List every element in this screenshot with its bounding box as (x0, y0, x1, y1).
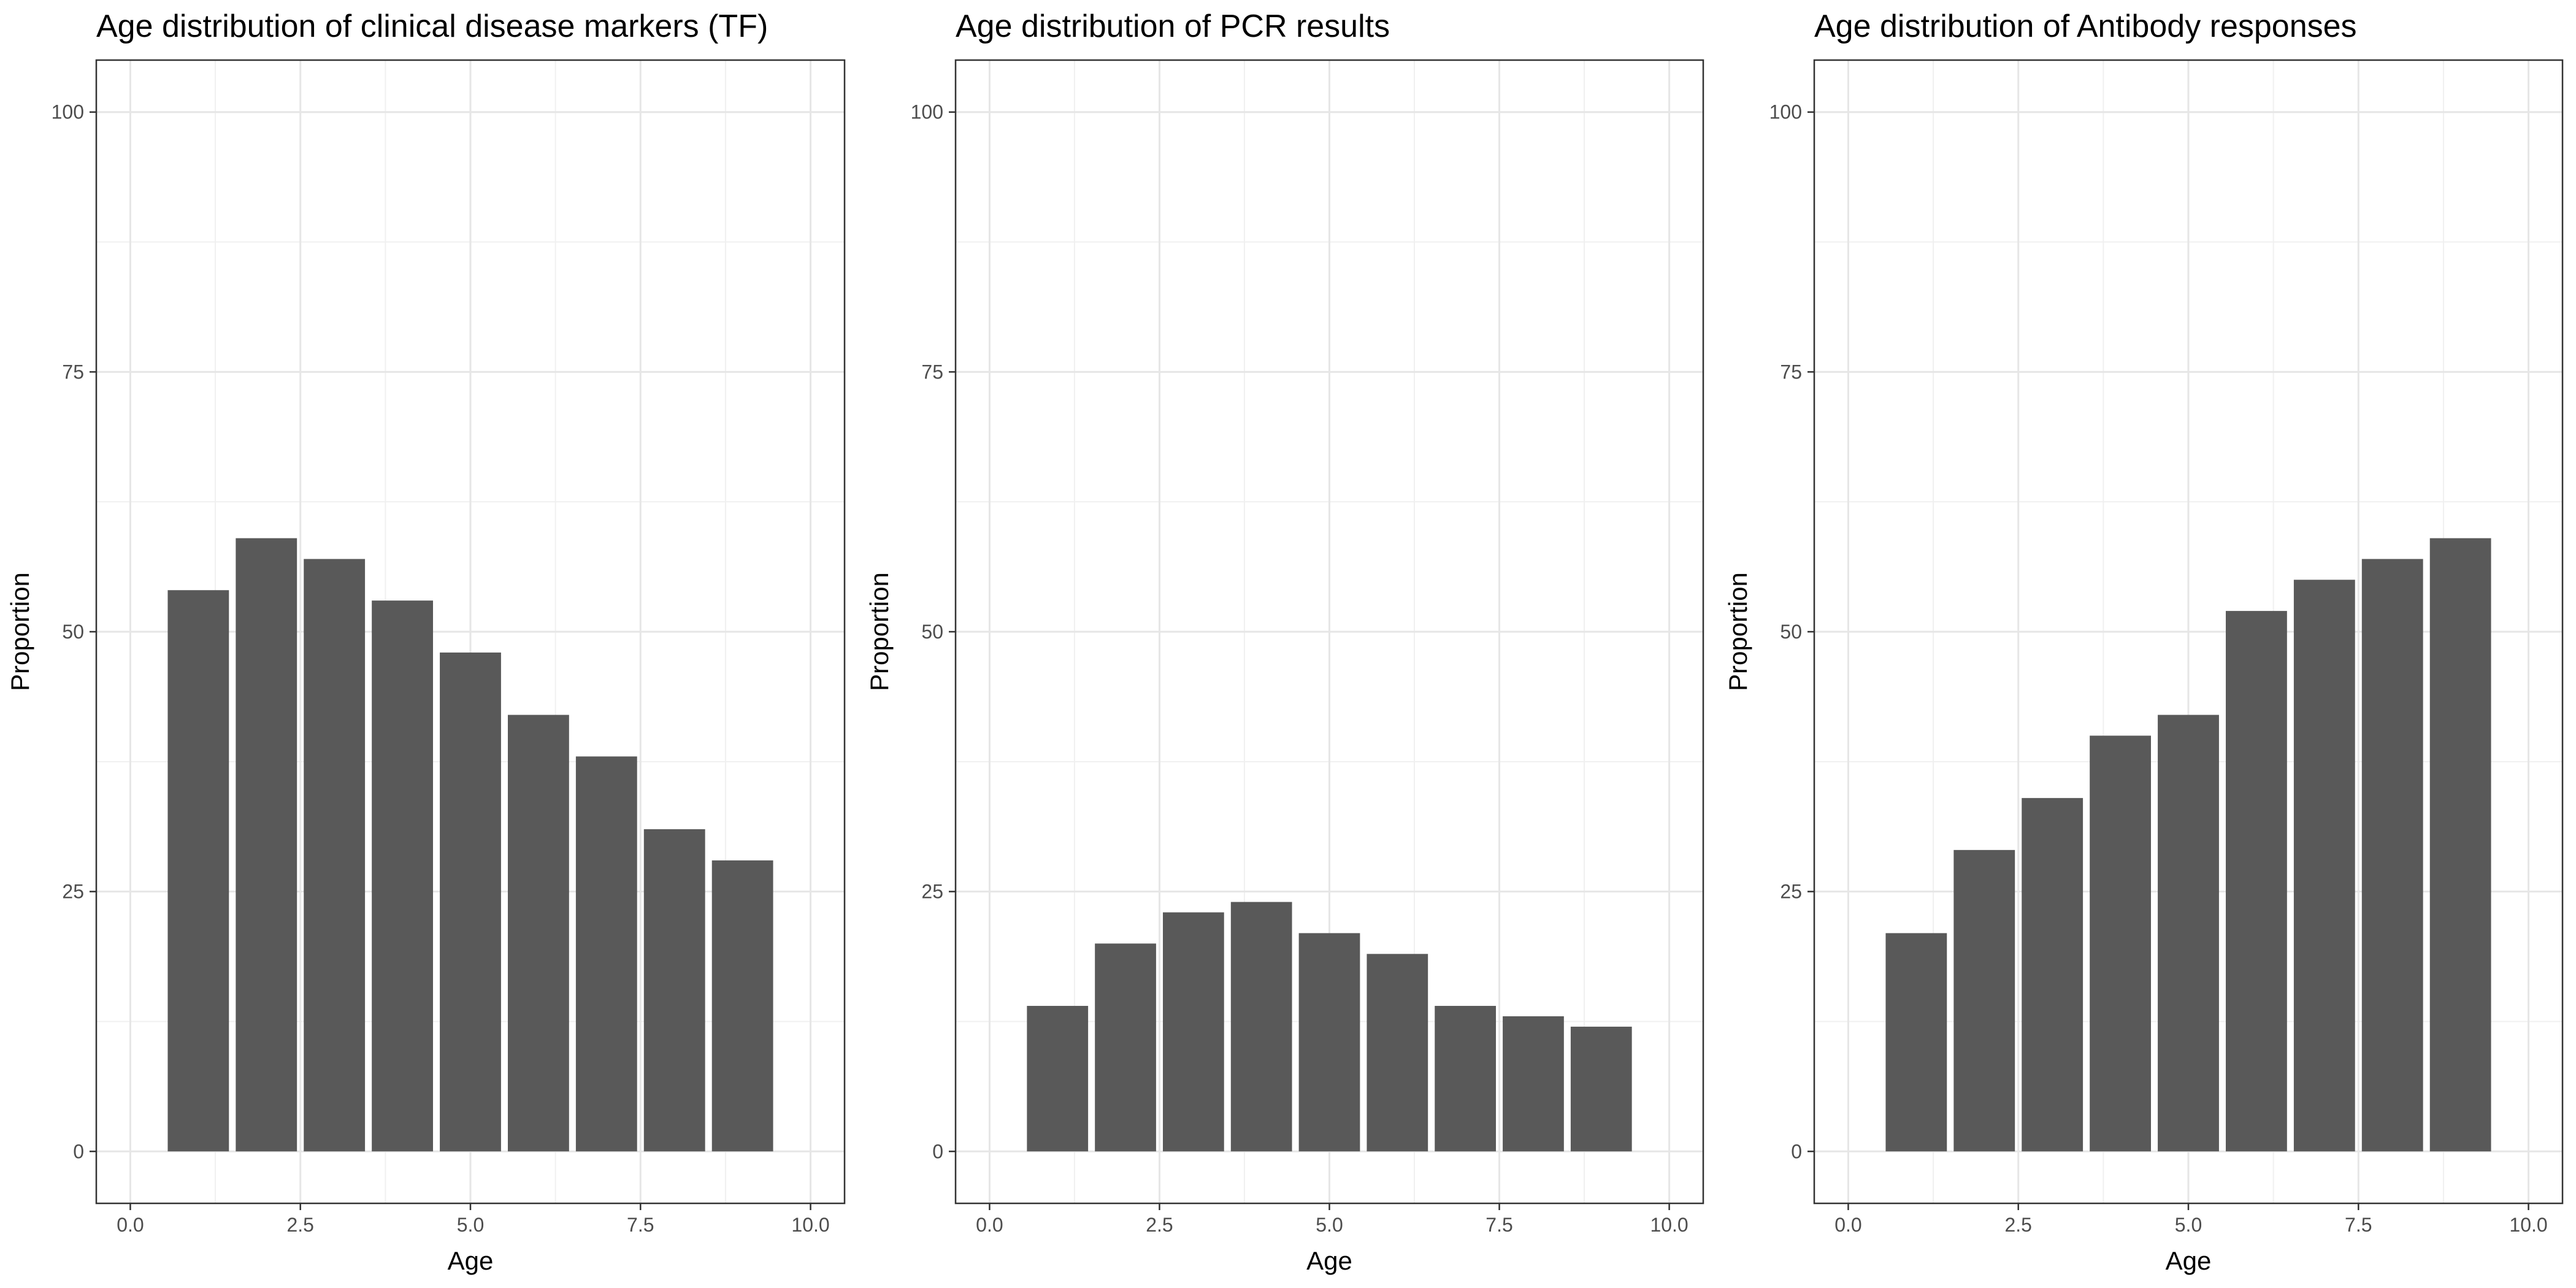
y-tick-label: 50 (1780, 621, 1802, 643)
chart-title: Age distribution of Antibody responses (1814, 9, 2357, 44)
bar-age-6 (508, 715, 569, 1152)
bar-age-9 (2429, 538, 2491, 1152)
y-tick-label: 0 (1791, 1140, 1802, 1162)
x-tick-label: 5.0 (2175, 1214, 2202, 1236)
y-tick-label: 75 (1780, 361, 1802, 383)
bar-age-5 (440, 652, 501, 1152)
bar-age-8 (2361, 559, 2423, 1152)
bar-age-4 (372, 600, 433, 1152)
bar-age-7 (2293, 580, 2355, 1152)
y-tick-label: 100 (52, 101, 84, 123)
x-tick-label: 7.5 (2345, 1214, 2372, 1236)
bar-age-5 (2158, 715, 2219, 1152)
x-tick-label: 7.5 (627, 1214, 654, 1236)
x-tick-label: 7.5 (1485, 1214, 1512, 1236)
x-tick-label: 2.5 (2004, 1214, 2031, 1236)
x-tick-label: 2.5 (286, 1214, 313, 1236)
x-tick-label: 5.0 (1316, 1214, 1343, 1236)
bar-age-6 (1367, 954, 1428, 1152)
bar-age-2 (1953, 849, 2015, 1152)
x-tick-label: 10.0 (2509, 1214, 2547, 1236)
chart-title: Age distribution of clinical disease mar… (96, 9, 768, 44)
bar-age-2 (1095, 943, 1156, 1152)
bar-age-3 (304, 559, 366, 1152)
y-tick-label: 25 (62, 881, 84, 903)
y-tick-label: 50 (62, 621, 84, 643)
y-tick-label: 0 (73, 1140, 84, 1162)
x-axis-title: Age (2166, 1246, 2212, 1275)
x-tick-label: 5.0 (457, 1214, 484, 1236)
bar-age-9 (711, 860, 773, 1152)
x-tick-label: 10.0 (1650, 1214, 1688, 1236)
bar-age-3 (2022, 798, 2083, 1152)
x-tick-label: 2.5 (1146, 1214, 1173, 1236)
bar-age-4 (2090, 735, 2151, 1152)
y-tick-label: 100 (911, 101, 943, 123)
bar-age-1 (1885, 933, 1947, 1152)
bar-age-6 (2226, 611, 2287, 1152)
y-axis-title: Proportion (6, 572, 34, 691)
y-tick-label: 0 (932, 1140, 943, 1162)
bar-age-2 (236, 538, 297, 1152)
bar-age-9 (1570, 1026, 1632, 1152)
x-tick-label: 0.0 (1834, 1214, 1861, 1236)
x-tick-label: 0.0 (117, 1214, 144, 1236)
bar-age-1 (1027, 1006, 1089, 1152)
bar-age-5 (1298, 933, 1360, 1152)
chart-panels: 0 25 50 75 100 0.0 2.5 5.0 7.5 10.0 Age Proportion A… (6, 9, 2564, 1275)
y-tick-label: 100 (1769, 101, 1802, 123)
x-tick-label: 10.0 (791, 1214, 829, 1236)
x-axis-title: Age (1306, 1246, 1352, 1275)
bar-age-7 (1435, 1006, 1497, 1152)
y-tick-label: 75 (62, 361, 84, 383)
x-axis-title: Age (448, 1246, 494, 1275)
y-tick-label: 25 (921, 881, 943, 903)
bar-age-4 (1230, 902, 1292, 1152)
chart-panel-3: 0 25 50 75 100 0.0 2.5 5.0 7.5 10.0 Age Proportion A… (1723, 9, 2564, 1275)
x-tick-label: 0.0 (976, 1214, 1003, 1236)
bar-age-8 (643, 829, 705, 1152)
bar-age-1 (167, 590, 229, 1152)
chart-title: Age distribution of PCR results (956, 9, 1390, 44)
bar-age-3 (1162, 912, 1224, 1152)
chart-panel-2: 0 25 50 75 100 0.0 2.5 5.0 7.5 10.0 Age Proportion A… (865, 9, 1704, 1275)
y-tick-label: 50 (921, 621, 943, 643)
chart-panel-1: 0 25 50 75 100 0.0 2.5 5.0 7.5 10.0 Age Proportion A… (6, 9, 846, 1275)
bar-age-7 (575, 756, 637, 1152)
y-tick-label: 25 (1780, 881, 1802, 903)
y-axis-title: Proportion (1723, 572, 1752, 691)
y-axis-title: Proportion (865, 572, 894, 691)
bar-age-8 (1503, 1016, 1564, 1152)
y-tick-label: 75 (921, 361, 943, 383)
